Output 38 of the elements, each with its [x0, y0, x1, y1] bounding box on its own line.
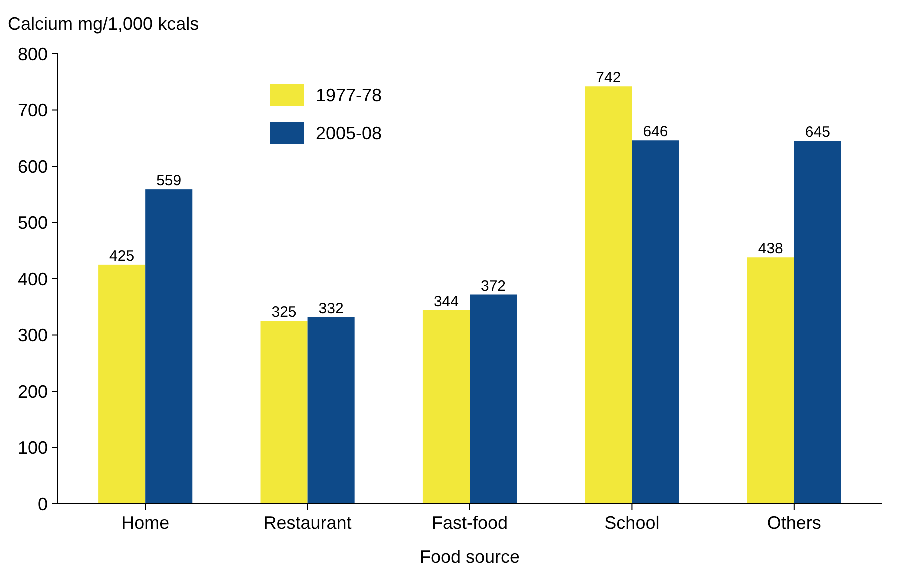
x-tick-label: Fast-food: [432, 513, 508, 533]
bar: [585, 86, 632, 504]
data-label: 559: [156, 172, 182, 190]
data-label: 372: [481, 278, 506, 295]
y-tick-label: 800: [18, 44, 48, 64]
x-tick-label: Restaurant: [264, 513, 352, 533]
bar: [260, 321, 308, 504]
y-tick-label: 0: [38, 494, 48, 514]
bar: [632, 140, 680, 504]
data-label: 438: [758, 240, 784, 258]
bar: [470, 294, 518, 504]
bar: [794, 141, 842, 504]
bar: [422, 310, 470, 504]
x-tick-label: Home: [122, 513, 170, 533]
data-label: 325: [272, 304, 297, 322]
x-tick-label: Others: [767, 513, 822, 533]
data-label: 332: [318, 300, 344, 318]
y-tick-label: 400: [18, 269, 48, 290]
data-label: 425: [110, 248, 135, 265]
bar: [98, 264, 146, 504]
y-tick-label: 500: [18, 213, 48, 234]
x-tick-label: School: [604, 513, 660, 533]
y-tick-label: 600: [18, 156, 48, 177]
bar: [308, 317, 355, 504]
legend-label: 2005-08: [316, 123, 382, 144]
bar: [747, 258, 794, 504]
legend-label: 1977-78: [316, 85, 382, 106]
data-label: 742: [596, 70, 622, 87]
y-tick-label: 700: [18, 100, 48, 121]
data-label: 344: [434, 294, 459, 310]
y-tick-label: 200: [18, 382, 48, 402]
y-axis-title: Calcium mg/1,000 kcals: [8, 14, 200, 34]
y-tick-label: 300: [18, 326, 48, 346]
bar: [146, 190, 193, 504]
x-axis-title: Food source: [420, 547, 520, 567]
data-label: 645: [805, 124, 830, 142]
y-tick-label: 100: [18, 438, 48, 458]
data-label: 646: [643, 124, 668, 141]
